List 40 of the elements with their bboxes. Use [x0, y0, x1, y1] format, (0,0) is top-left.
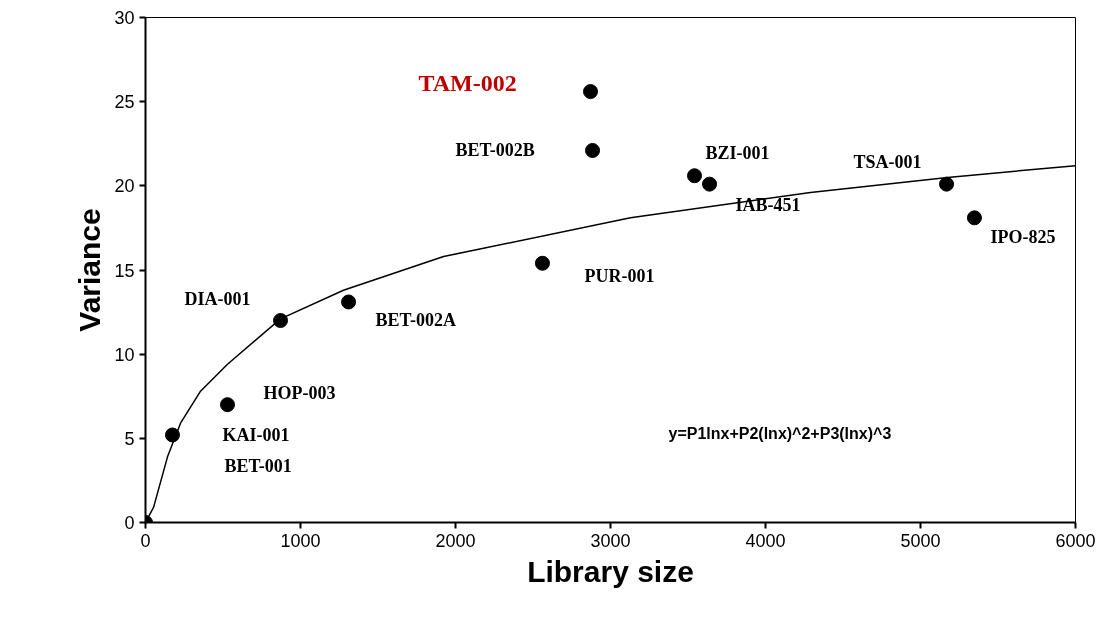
annotation: DIA-001	[184, 288, 251, 309]
x-tick-label: 3000	[590, 530, 631, 551]
y-tick-label: 5	[124, 428, 135, 449]
y-tick-label: 10	[114, 344, 135, 365]
y-tick-label: 0	[124, 513, 135, 533]
annotation: BET-001	[224, 455, 292, 476]
y-tick-label: 15	[114, 260, 135, 281]
annotation: BET-002B	[455, 139, 535, 160]
x-tick-label: 1000	[280, 530, 321, 551]
point	[583, 84, 599, 100]
annotation: BZI-001	[705, 142, 770, 163]
annotation: BET-002A	[375, 309, 456, 330]
x-axis-title: Library size	[527, 554, 694, 588]
annotation: PUR-001	[584, 266, 655, 287]
x-tick-label: 2000	[435, 530, 476, 551]
annotation: y=P1lnx+P2(lnx)^2+P3(lnx)^3	[668, 425, 892, 442]
point	[939, 176, 955, 192]
point	[534, 255, 550, 271]
annotation: TAM-002	[418, 69, 517, 96]
x-tick-label: 0	[140, 530, 151, 551]
point	[702, 176, 718, 192]
annotation: TSA-001	[853, 152, 922, 173]
annotation: IAB-451	[735, 195, 801, 216]
y-tick-label: 30	[114, 8, 135, 28]
point	[341, 294, 357, 310]
point	[273, 313, 289, 328]
point	[164, 427, 180, 443]
point	[585, 143, 601, 158]
point	[966, 210, 982, 226]
x-tick-label: 6000	[1055, 530, 1096, 551]
y-tick-label: 20	[114, 176, 135, 197]
x-tick-label: 4000	[745, 530, 786, 551]
y-axis-title: Variance	[73, 208, 107, 332]
annotation: IPO-825	[990, 226, 1056, 247]
y-tick-label: 25	[114, 92, 135, 113]
x-tick-label: 5000	[900, 530, 941, 551]
annotation: HOP-003	[263, 382, 336, 403]
point	[687, 168, 703, 184]
annotation: KAI-001	[222, 424, 290, 445]
point	[219, 397, 235, 413]
